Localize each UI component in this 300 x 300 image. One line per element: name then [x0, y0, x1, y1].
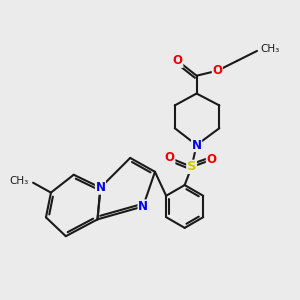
- Text: CH₃: CH₃: [9, 176, 28, 186]
- Text: O: O: [165, 152, 175, 164]
- Text: N: N: [95, 181, 106, 194]
- Text: S: S: [187, 160, 196, 173]
- Text: CH₃: CH₃: [260, 44, 279, 54]
- Text: O: O: [212, 64, 222, 77]
- Text: O: O: [206, 153, 216, 167]
- Text: N: N: [138, 200, 148, 213]
- Text: N: N: [192, 139, 202, 152]
- Text: O: O: [173, 54, 183, 67]
